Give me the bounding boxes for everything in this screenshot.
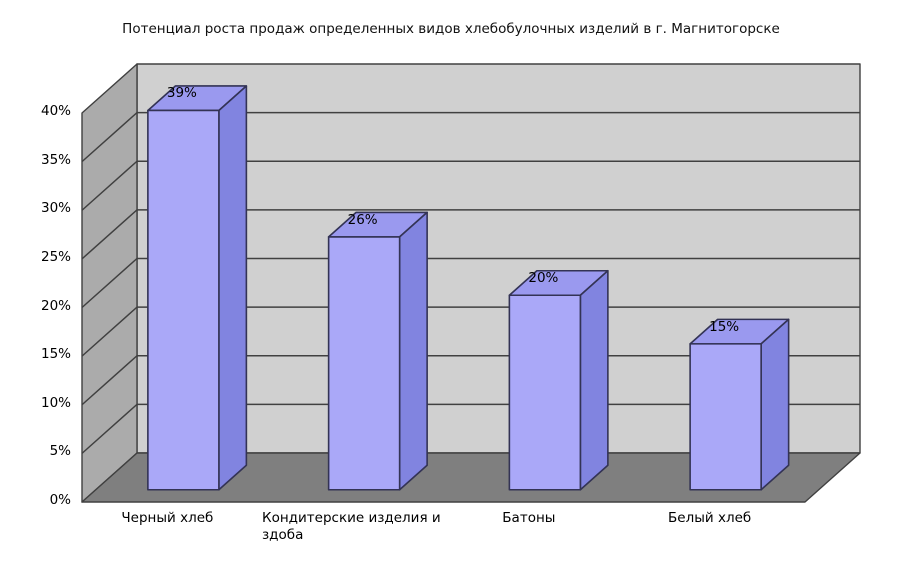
bar-value-label-0: 39%: [166, 85, 197, 102]
bar-0-side: [218, 85, 248, 491]
y-tick-label-40: 40%: [40, 103, 71, 119]
gridline-leftwall-25: [81, 209, 138, 260]
category-label-3: Белый хлеб: [668, 510, 752, 526]
chart-title: Потенциал роста продаж определенных видо…: [122, 21, 780, 37]
gridline-leftwall-10: [81, 355, 138, 406]
gridline-leftwall-20: [81, 257, 138, 309]
category-label-1-line1: здоба: [262, 527, 304, 543]
y-tick-label-15: 15%: [40, 346, 71, 363]
bar-value-label-2: 20%: [528, 270, 559, 287]
bar-2-side: [579, 269, 609, 491]
bar-value-label-3: 15%: [709, 318, 740, 335]
category-label-0: Черный хлеб: [121, 510, 214, 526]
y-tick-label-20: 20%: [40, 297, 71, 314]
y-tick-label-25: 25%: [40, 248, 71, 265]
bar-0-front: [147, 109, 220, 491]
y-tick-label-0: 0%: [49, 492, 71, 508]
category-label-2: Батоны: [502, 510, 556, 526]
floor: [81, 452, 861, 503]
y-tick-label-5: 5%: [49, 443, 71, 460]
y-tick-label-35: 35%: [40, 151, 71, 168]
bar-value-label-1: 26%: [347, 211, 378, 228]
gridline-leftwall-35: [81, 112, 138, 163]
bar-1-side: [398, 211, 428, 491]
y-tick-label-10: 10%: [40, 394, 71, 411]
bar-3-front: [689, 343, 762, 491]
bar-2-front: [508, 294, 582, 491]
gridline-leftwall-30: [81, 160, 138, 211]
gridline-leftwall-15: [81, 306, 138, 357]
chart-bars: [147, 85, 790, 491]
category-label-1-line0: Кондитерские изделия и: [262, 510, 441, 526]
bar-3-side: [760, 318, 790, 491]
bar-1-front: [327, 236, 401, 491]
gridline-leftwall-5: [81, 403, 138, 454]
y-tick-label-30: 30%: [40, 200, 71, 217]
